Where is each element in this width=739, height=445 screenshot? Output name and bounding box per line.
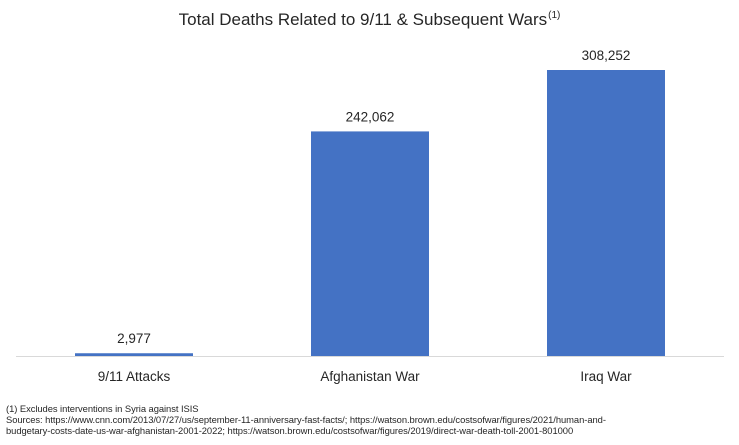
data-label: 2,977 xyxy=(117,331,151,346)
x-tick-label: 9/11 Attacks xyxy=(98,369,171,384)
bar-9-11-attacks xyxy=(75,353,193,356)
x-tick-label: Iraq War xyxy=(580,369,632,384)
footnote-sources-line-2: budgetary-costs-date-us-war-afghanistan-… xyxy=(6,425,574,436)
footnote-note: (1) Excludes interventions in Syria agai… xyxy=(6,403,199,414)
chart-title: Total Deaths Related to 9/11 & Subsequen… xyxy=(0,10,739,30)
x-tick-label: Afghanistan War xyxy=(320,369,420,384)
footnotes: (1) Excludes interventions in Syria agai… xyxy=(6,403,734,436)
data-label: 242,062 xyxy=(346,109,395,124)
footnote-sources-line-1: Sources: https://www.cnn.com/2013/07/27/… xyxy=(6,414,606,425)
data-label: 308,252 xyxy=(582,48,631,63)
chart-title-footnote-marker: (1) xyxy=(548,10,561,21)
bar-afghanistan-war xyxy=(311,131,429,356)
chart-title-text: Total Deaths Related to 9/11 & Subsequen… xyxy=(178,10,548,29)
bar-iraq-war xyxy=(547,70,665,356)
